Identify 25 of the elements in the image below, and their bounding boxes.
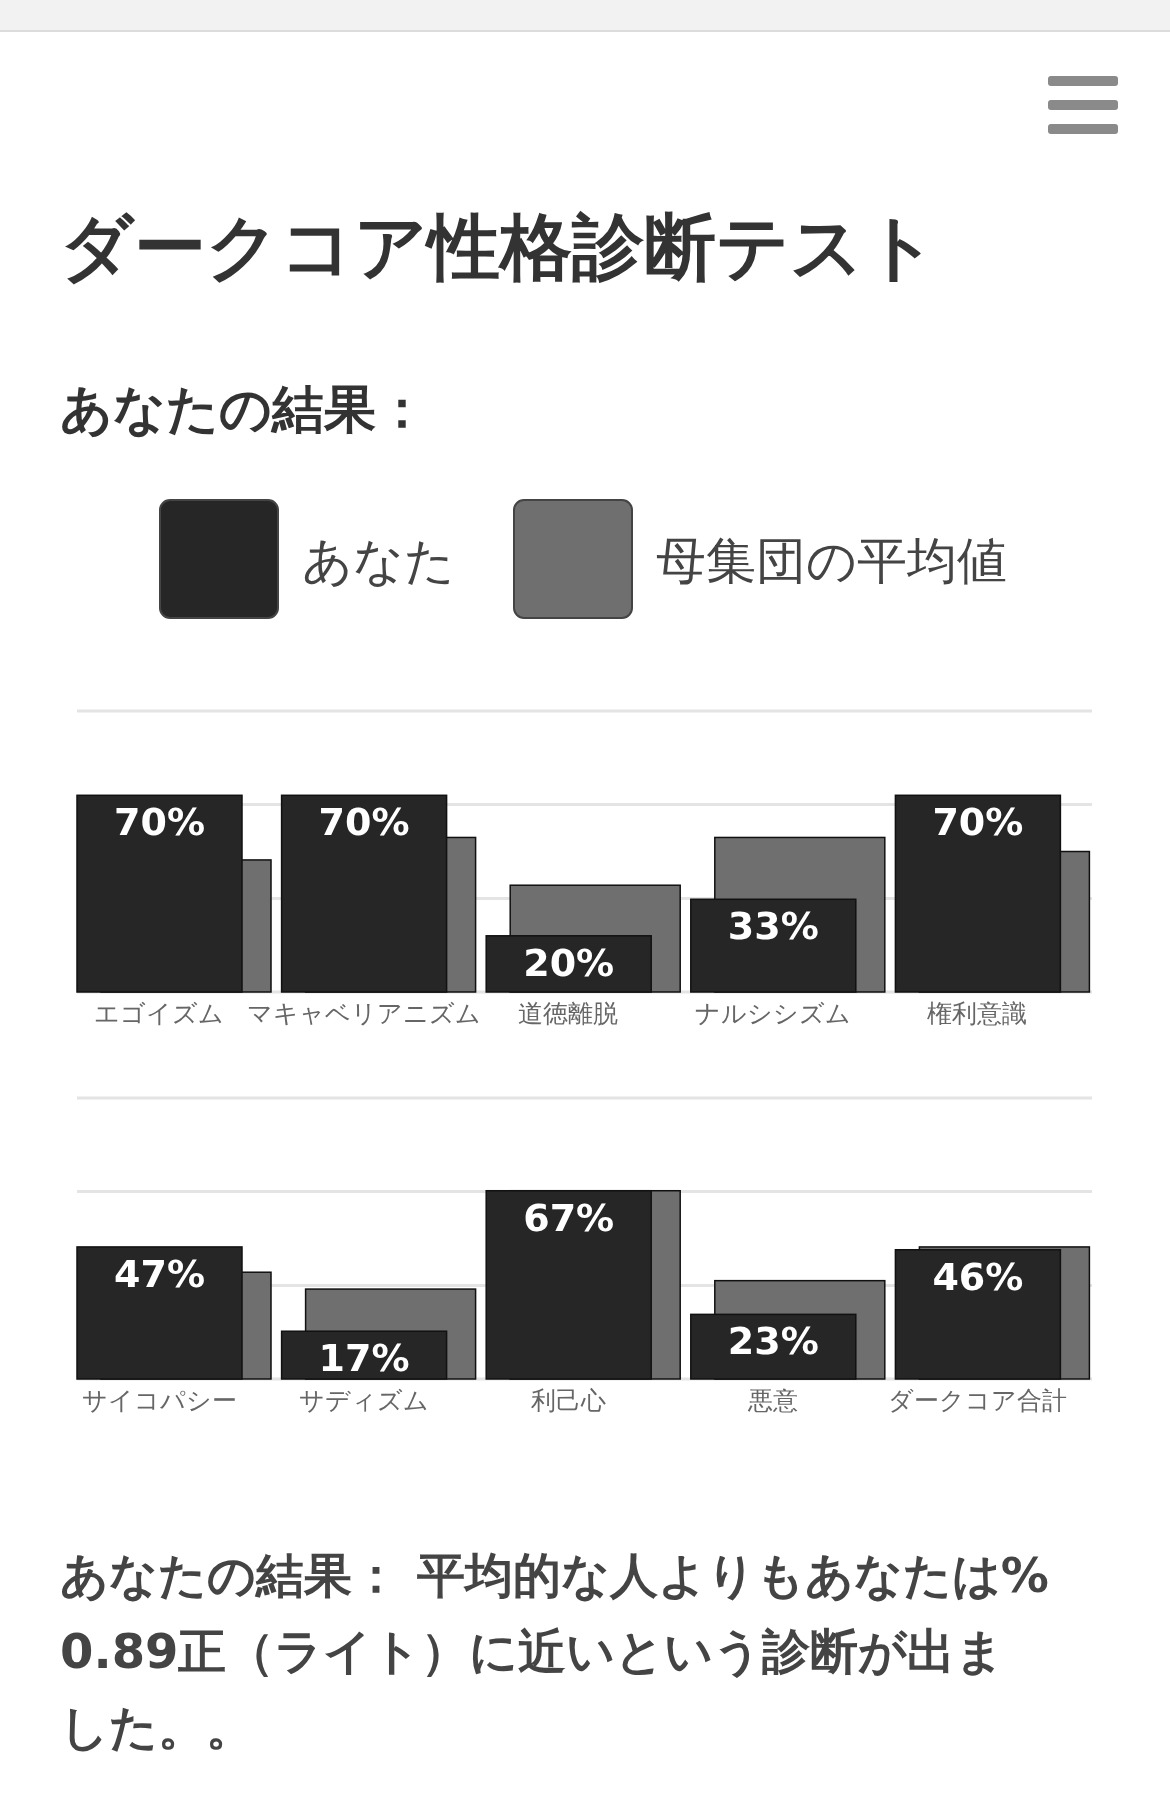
data-label: 47% — [114, 1251, 205, 1296]
x-tick-label: サイコパシー — [81, 1386, 237, 1415]
x-tick-label: ダークコア合計 — [887, 1386, 1067, 1415]
chart-subtitle: あなたの結果： — [60, 379, 428, 439]
data-label: 70% — [114, 800, 205, 845]
x-tick-label: 悪意 — [746, 1386, 798, 1415]
data-label: 17% — [318, 1336, 410, 1381]
x-tick-label: 権利意識 — [927, 999, 1028, 1028]
chart-title: ダークコア性格診断テスト — [60, 205, 938, 289]
x-tick-label: 利己心 — [530, 1386, 606, 1415]
data-label: 33% — [727, 904, 819, 949]
x-tick-label: ナルシシズム — [694, 999, 851, 1028]
data-label: 70% — [932, 800, 1024, 845]
data-label: 20% — [523, 940, 615, 985]
x-tick-label: エゴイズム — [94, 999, 224, 1028]
x-tick-label: マキャベリアニズム — [246, 999, 481, 1028]
legend-label: あなた — [302, 532, 455, 590]
x-tick-label: サディズム — [298, 1386, 429, 1415]
text: あなたの結果： 平均的な人よりもあなたは%0.89正（ライト）に近いという診断が出ました。。 — [60, 1547, 1049, 1755]
legend-label: 母集団の平均値 — [656, 532, 1007, 590]
data-label: 67% — [523, 1195, 615, 1240]
data-label: 70% — [318, 800, 410, 845]
data-label: 23% — [727, 1319, 819, 1364]
data-label: 46% — [932, 1254, 1024, 1299]
x-tick-label: 道徳離脱 — [518, 999, 619, 1028]
